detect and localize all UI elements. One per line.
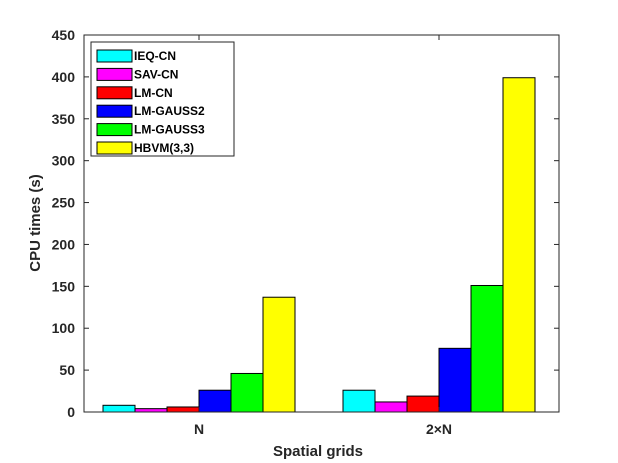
legend: IEQ-CN SAV-CN LM-CN LM-GAUSS2 LM-GAUSS3 HBVM(…: [90, 41, 235, 157]
legend-swatch: [96, 86, 133, 100]
y-tick-label: 300: [52, 153, 76, 169]
bar-lm-gauss2-0: [198, 389, 232, 413]
y-tick-label: 50: [59, 362, 75, 378]
legend-swatch: [96, 141, 133, 155]
legend-label: IEQ-CN: [134, 49, 176, 63]
x-tick-label: N: [194, 421, 204, 437]
legend-label: LM-GAUSS2: [134, 104, 205, 118]
legend-swatch: [96, 67, 133, 81]
y-tick-label: 200: [52, 236, 76, 252]
legend-swatch: [96, 104, 133, 118]
x-tick-label: 2×N: [426, 421, 452, 437]
y-tick-label: 450: [52, 27, 76, 43]
y-tick-label: 250: [52, 195, 76, 211]
y-tick-label: 0: [67, 404, 75, 420]
y-tick-label: 350: [52, 111, 76, 127]
bar-lm-gauss3-0: [230, 372, 264, 413]
y-axis-title: CPU times (s): [27, 174, 44, 272]
bar-sav-cn-1: [374, 401, 408, 413]
legend-swatch: [96, 123, 133, 137]
axes-group: [83, 34, 560, 413]
bars-group: [102, 77, 536, 413]
plot-frame: [83, 34, 560, 413]
bar-hbvm-3-3--0: [262, 296, 296, 413]
ticks-group: 0 50 100 150 200 250 300 350 400 450 N 2×N: [52, 27, 559, 437]
y-tick-label: 100: [52, 320, 76, 336]
bar-sav-cn-0: [134, 408, 168, 413]
bar-ieq-cn-0: [102, 404, 136, 413]
bar-lm-gauss2-1: [438, 347, 472, 413]
bar-lm-cn-1: [406, 395, 440, 413]
bar-ieq-cn-1: [342, 389, 376, 413]
y-tick-label: 400: [52, 69, 76, 85]
bar-lm-cn-0: [166, 406, 200, 413]
x-axis-title: Spatial grids: [273, 443, 363, 460]
legend-label: LM-GAUSS3: [134, 123, 205, 137]
legend-label: LM-CN: [134, 86, 173, 100]
legend-label: HBVM(3,3): [134, 141, 194, 155]
y-tick-label: 150: [52, 278, 76, 294]
bar-hbvm-3-3--1: [502, 77, 536, 413]
legend-label: SAV-CN: [134, 67, 178, 81]
legend-swatch: [96, 49, 133, 63]
bar-lm-gauss3-1: [470, 284, 504, 413]
